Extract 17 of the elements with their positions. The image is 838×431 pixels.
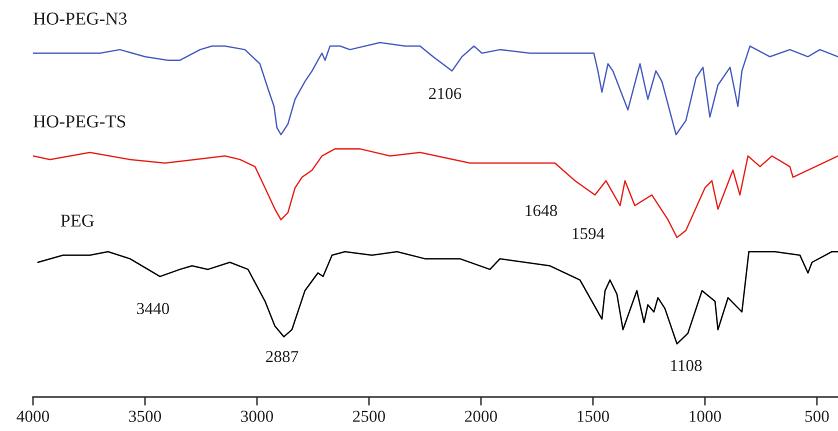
x-tick-label: 2500 (353, 410, 386, 422)
x-tick-label: 4000 (16, 410, 50, 422)
series-label: HO-PEG-N3 (34, 12, 127, 25)
x-tick-label: 1000 (690, 410, 721, 422)
annotation: 3440 (137, 302, 170, 314)
x-tick-label: 500 (805, 410, 829, 422)
x-tick-label: 2000 (465, 410, 497, 422)
annotation: 2106 (429, 88, 462, 100)
x-tick-label: 3500 (129, 410, 162, 422)
series-label: HO-PEG-TS (34, 115, 126, 128)
annotation: 1108 (671, 360, 702, 372)
series-label: PEG (60, 214, 94, 227)
x-tick-label: 1500 (578, 410, 609, 422)
annotation: 1594 (572, 228, 604, 240)
annotation: 1648 (526, 204, 558, 216)
annotation: 2887 (266, 350, 298, 362)
x-tick-label: 3000 (241, 410, 274, 422)
